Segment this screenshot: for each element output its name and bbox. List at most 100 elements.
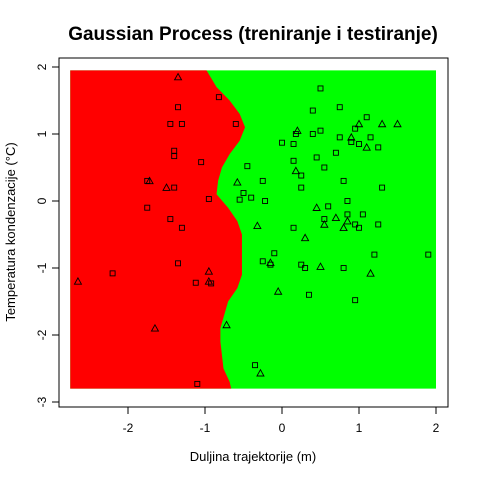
x-axis-label: Duljina trajektorije (m) [190,449,316,464]
data-point-triangle [293,126,302,134]
data-point-triangle [354,119,364,128]
y-tick-label: 0 [35,197,49,204]
data-point-square [375,221,382,228]
data-point-triangle [204,276,214,285]
data-point-square [252,362,259,369]
data-point-square [298,172,305,179]
data-point-square [167,216,174,223]
y-tick-label: 2 [35,63,49,70]
data-point-square [267,261,274,268]
data-point-triangle [173,72,183,81]
data-point-square [290,224,297,231]
data-point-triangle [150,323,160,332]
data-point-triangle [347,132,356,141]
data-point-square [178,120,185,127]
data-point-square [290,157,297,164]
data-point-square [425,251,432,258]
data-point-square [194,380,201,387]
data-point-triangle [377,119,387,128]
data-point-triangle [253,221,262,230]
data-point-square [175,104,182,111]
data-point-square [279,139,285,146]
data-point-square [109,270,116,277]
data-point-square [340,177,347,184]
data-point-square [379,184,386,191]
data-point-square [298,184,305,191]
data-point-square [259,177,266,184]
data-point-triangle [73,276,83,285]
y-tick-label: -2 [35,329,49,340]
data-point-square [192,279,199,286]
data-point-square [167,120,174,127]
data-point-square [171,153,178,160]
data-point-triangle [204,266,214,275]
x-tick-label: 2 [433,421,440,435]
data-point-triangle [362,142,371,151]
x-tick-label: 0 [279,421,286,435]
data-point-square [317,85,324,92]
data-point-triangle [320,220,329,228]
data-point-triangle [145,176,154,185]
data-point-square [352,125,359,132]
data-point-square [356,141,362,148]
data-point-square [271,250,278,257]
data-point-square [259,258,266,265]
x-tick-label: -1 [200,421,211,435]
data-point-square [262,198,269,204]
data-point-square [321,164,328,171]
data-point-square [375,144,382,151]
data-point-triangle [393,119,402,128]
data-point-square [198,159,205,166]
data-point-square [371,251,378,258]
data-point-square [352,221,359,228]
data-point-square [356,224,362,231]
data-point-square [344,198,351,204]
data-point-square [240,190,247,196]
data-point-triangle [233,177,242,186]
data-point-triangle [366,268,375,277]
data-point-triangle [256,368,265,377]
plot-frame [58,57,449,408]
data-point-triangle [162,183,171,191]
y-axis-label: Temperatura kondenzacije (°C) [3,142,18,321]
data-point-square [290,141,297,148]
data-point-square [336,104,343,111]
data-point-square [309,131,316,137]
data-point-triangle [300,233,310,242]
data-point-square [317,127,324,134]
data-point-square [236,196,243,203]
data-point-square [244,163,251,170]
data-point-square [215,94,222,101]
data-point-square [205,196,212,202]
data-points [73,72,432,387]
data-point-triangle [291,166,301,175]
data-point-square [348,139,355,145]
data-point-triangle [273,287,283,295]
data-point-square [171,184,178,191]
y-tick-label: -1 [35,262,49,273]
data-point-triangle [343,216,352,225]
data-point-square [340,265,347,271]
data-point-square [232,120,239,127]
data-point-square [309,107,316,114]
data-point-triangle [312,203,321,211]
data-point-triangle [331,213,341,222]
y-tick-label: 1 [35,130,49,137]
data-point-triangle [316,262,325,270]
data-point-triangle [339,223,348,232]
y-tick-label: -3 [35,396,49,407]
data-point-square [248,194,255,201]
x-tick-label: -2 [123,421,134,435]
data-point-square [352,297,359,304]
data-point-square [175,260,182,267]
data-point-square [144,204,151,211]
data-point-triangle [266,258,275,266]
data-point-square [298,261,305,268]
x-axis: -2 -1 0 1 2 [123,407,440,435]
data-point-square [359,211,366,218]
x-tick-label: 1 [356,421,363,435]
data-point-square [336,134,343,141]
data-point-square [332,149,339,156]
data-point-square [292,131,299,137]
